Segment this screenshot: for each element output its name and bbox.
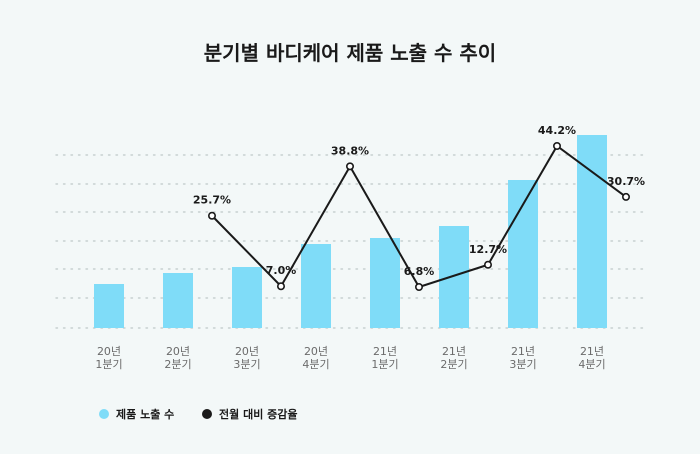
legend-swatch-line [202, 409, 212, 419]
bar [94, 284, 124, 328]
legend: 제품 노출 수 전월 대비 증감율 [99, 407, 298, 421]
data-label: 44.2% [538, 124, 576, 137]
legend-swatch-bars [99, 409, 109, 419]
line-point [621, 192, 630, 201]
x-tick-label: 21년 1분기 [371, 345, 398, 371]
bar [232, 267, 262, 328]
x-tick-label: 20년 4분기 [302, 345, 329, 371]
x-tick-label: 20년 3분기 [233, 345, 260, 371]
data-label: 12.7% [469, 243, 507, 256]
line-point [345, 162, 354, 171]
gridlines [55, 154, 649, 329]
line-point [414, 282, 423, 291]
x-tick-label: 21년 3분기 [509, 345, 536, 371]
data-label: 30.7% [607, 175, 645, 188]
chart-title: 분기별 바디케어 제품 노출 수 추이 [204, 41, 496, 65]
bar [163, 273, 193, 328]
bar [301, 244, 331, 328]
line-series-group: 25.7% 7.0% 38.8% 6.8% 12.7% 44.2% 30.7% [193, 124, 645, 291]
x-tick-label: 20년 2분기 [164, 345, 191, 371]
x-tick-label: 21년 4분기 [578, 345, 605, 371]
bar [439, 226, 469, 328]
data-label: 6.8% [404, 265, 435, 278]
data-label: 38.8% [331, 144, 369, 157]
x-tick-label: 21년 2분기 [440, 345, 467, 371]
bars-group [94, 135, 607, 328]
data-label: 7.0% [266, 264, 297, 277]
line-point [483, 260, 492, 269]
bar [508, 180, 538, 328]
x-tick-label: 20년 1분기 [95, 345, 122, 371]
line-point [208, 211, 217, 220]
line-point [552, 142, 561, 151]
bar [577, 135, 607, 328]
data-label: 25.7% [193, 194, 231, 207]
bar [370, 238, 400, 328]
legend-label-line: 전월 대비 증감율 [219, 407, 298, 421]
line-point [276, 282, 285, 291]
legend-label-bars: 제품 노출 수 [116, 407, 174, 421]
x-axis-ticks: 20년 1분기 20년 2분기 20년 3분기 20년 4분기 21년 1분기 21년 2분기 21년 3… [95, 345, 605, 371]
